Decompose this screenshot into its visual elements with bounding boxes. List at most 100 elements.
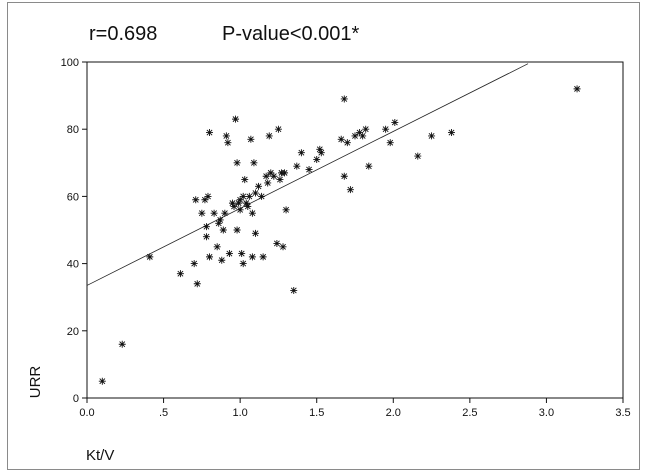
data-point	[250, 159, 258, 167]
data-point	[98, 377, 106, 385]
data-point	[233, 226, 241, 234]
data-point	[305, 166, 313, 174]
data-point	[267, 169, 275, 177]
x-tick-label: 1.5	[309, 407, 324, 419]
y-tick-label: 100	[61, 57, 79, 69]
data-point	[340, 95, 348, 103]
data-point	[213, 243, 221, 251]
x-axis-label: Kt/V	[86, 447, 114, 464]
data-point	[262, 172, 270, 180]
data-point	[206, 253, 214, 261]
data-point	[224, 139, 232, 147]
data-point	[239, 260, 247, 268]
data-point	[351, 132, 359, 140]
data-point	[359, 132, 367, 140]
data-point	[259, 253, 267, 261]
data-point	[146, 253, 154, 261]
y-tick-label: 40	[67, 259, 79, 271]
data-point	[258, 192, 266, 200]
data-point	[281, 169, 289, 177]
data-point	[198, 209, 206, 217]
data-point	[190, 260, 198, 268]
x-tick-label: 0.0	[79, 407, 94, 419]
data-point	[428, 132, 436, 140]
correlation-annotation: r=0.698	[89, 23, 157, 45]
x-tick-label: 1.0	[232, 407, 247, 419]
data-point	[297, 149, 305, 157]
data-point	[382, 125, 390, 133]
data-point	[238, 250, 246, 258]
data-point	[204, 192, 212, 200]
data-point	[293, 162, 301, 170]
data-point	[247, 135, 255, 143]
data-point	[356, 129, 364, 137]
data-point	[362, 125, 370, 133]
data-point	[210, 209, 218, 217]
data-point	[317, 149, 325, 157]
chart-frame	[7, 2, 640, 470]
y-axis-label: URR	[27, 366, 44, 399]
data-point	[222, 132, 230, 140]
y-axis-ticks: 0 20 40 60 80 100	[61, 57, 87, 405]
data-point	[241, 176, 249, 184]
data-point	[264, 179, 272, 187]
data-point	[206, 129, 214, 137]
data-point	[221, 209, 229, 217]
y-tick-label: 60	[67, 191, 79, 203]
data-point	[274, 125, 282, 133]
data-point	[201, 196, 209, 204]
data-point	[573, 85, 581, 93]
x-tick-label: .5	[159, 407, 168, 419]
y-tick-label: 0	[73, 393, 79, 405]
data-point	[273, 239, 281, 247]
x-tick-label: 2.0	[386, 407, 401, 419]
x-tick-label: 2.5	[462, 407, 477, 419]
data-point	[391, 118, 399, 126]
data-point	[218, 256, 226, 264]
data-point	[251, 189, 259, 197]
data-point	[118, 340, 126, 348]
plot-area-border	[86, 61, 624, 399]
data-point	[414, 152, 422, 160]
x-tick-label: 3.5	[615, 407, 630, 419]
data-point	[282, 206, 290, 214]
data-point	[232, 115, 240, 123]
data-point	[236, 196, 244, 204]
regression-layer	[86, 63, 529, 286]
data-point	[276, 176, 284, 184]
data-point	[245, 192, 253, 200]
data-point	[202, 233, 210, 241]
data-point	[215, 219, 223, 227]
data-point	[202, 223, 210, 231]
data-point	[236, 206, 244, 214]
data-point	[176, 270, 184, 278]
data-point	[279, 243, 287, 251]
data-point	[313, 155, 321, 163]
data-point	[290, 286, 298, 294]
data-point	[337, 135, 345, 143]
y-tick-label: 20	[67, 326, 79, 338]
data-point	[255, 182, 263, 190]
data-point	[447, 129, 455, 137]
data-point	[346, 186, 354, 194]
data-point	[216, 216, 224, 224]
data-point	[248, 253, 256, 261]
data-point	[235, 199, 243, 207]
data-point	[233, 159, 241, 167]
data-point	[265, 132, 273, 140]
data-point	[386, 139, 394, 147]
p-value-annotation: P-value<0.001*	[222, 23, 360, 45]
data-point	[225, 250, 233, 258]
data-point	[365, 162, 373, 170]
data-point	[239, 192, 247, 200]
data-point	[242, 199, 250, 207]
data-point	[270, 172, 278, 180]
data-point	[251, 229, 259, 237]
data-point	[230, 202, 238, 210]
x-axis-ticks: 0.0 .5 1.0 1.5 2.0 2.5 3.0 3.5	[79, 398, 631, 419]
data-point	[340, 172, 348, 180]
data-point	[193, 280, 201, 288]
data-points	[98, 85, 581, 385]
data-point	[228, 199, 236, 207]
